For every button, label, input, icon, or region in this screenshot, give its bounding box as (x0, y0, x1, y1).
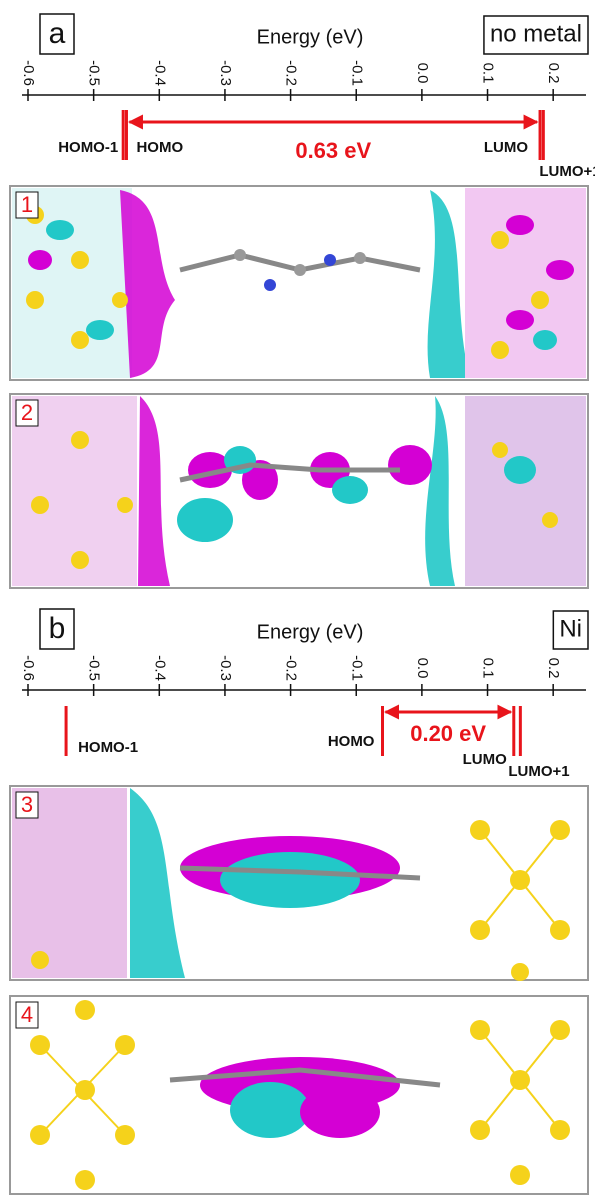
image-label: 4 (21, 1002, 33, 1027)
x-tick-label: 0.2 (545, 63, 562, 84)
orbital-image-4 (9, 995, 589, 1195)
level-label: LUMO (463, 751, 507, 768)
axis-title: Energy (eV) (257, 26, 364, 48)
x-tick-label: -0.4 (151, 60, 168, 86)
level-label: LUMO+1 (539, 163, 595, 180)
orbital-image-3 (9, 785, 589, 981)
x-tick-label: -0.2 (283, 60, 300, 86)
x-tick-label: 0.0 (414, 63, 431, 84)
level-label: HOMO (136, 139, 183, 156)
image-label: 3 (21, 792, 33, 817)
x-tick-label: -0.6 (20, 60, 37, 86)
panel-box (39, 13, 75, 55)
x-tick-label: 0.1 (480, 63, 497, 84)
panel-label: a (49, 17, 66, 50)
x-tick-label: 0.0 (414, 658, 431, 679)
level-label: LUMO (484, 139, 528, 156)
x-tick-label: -0.3 (217, 655, 234, 681)
level-label: LUMO+1 (508, 763, 569, 780)
system-label: Ni (559, 615, 582, 642)
x-tick-label: 0.2 (545, 658, 562, 679)
panel-box (39, 608, 75, 650)
system-box (552, 610, 589, 650)
panel-label: b (49, 612, 66, 645)
x-tick-label: 0.1 (480, 658, 497, 679)
x-tick-label: -0.1 (348, 655, 365, 681)
level-label: HOMO (328, 733, 375, 750)
x-tick-label: -0.2 (283, 655, 300, 681)
system-box (483, 15, 589, 55)
system-label: no metal (490, 20, 582, 47)
gap-label: 0.63 eV (295, 138, 371, 163)
x-tick-label: -0.5 (86, 655, 103, 681)
x-tick-label: -0.1 (348, 60, 365, 86)
x-tick-label: -0.6 (20, 655, 37, 681)
gap-label: 0.20 eV (410, 721, 486, 746)
x-tick-label: -0.4 (151, 655, 168, 681)
image-label: 2 (21, 400, 33, 425)
orbital-image-1 (9, 185, 589, 381)
x-tick-label: -0.5 (86, 60, 103, 86)
level-label: HOMO-1 (58, 139, 118, 156)
orbital-image-2 (9, 393, 589, 589)
image-label: 1 (21, 192, 33, 217)
x-tick-label: -0.3 (217, 60, 234, 86)
level-label: HOMO-1 (78, 739, 138, 756)
image-labels: 1 2 3 4 (15, 191, 39, 1029)
axis-title: Energy (eV) (257, 621, 364, 643)
